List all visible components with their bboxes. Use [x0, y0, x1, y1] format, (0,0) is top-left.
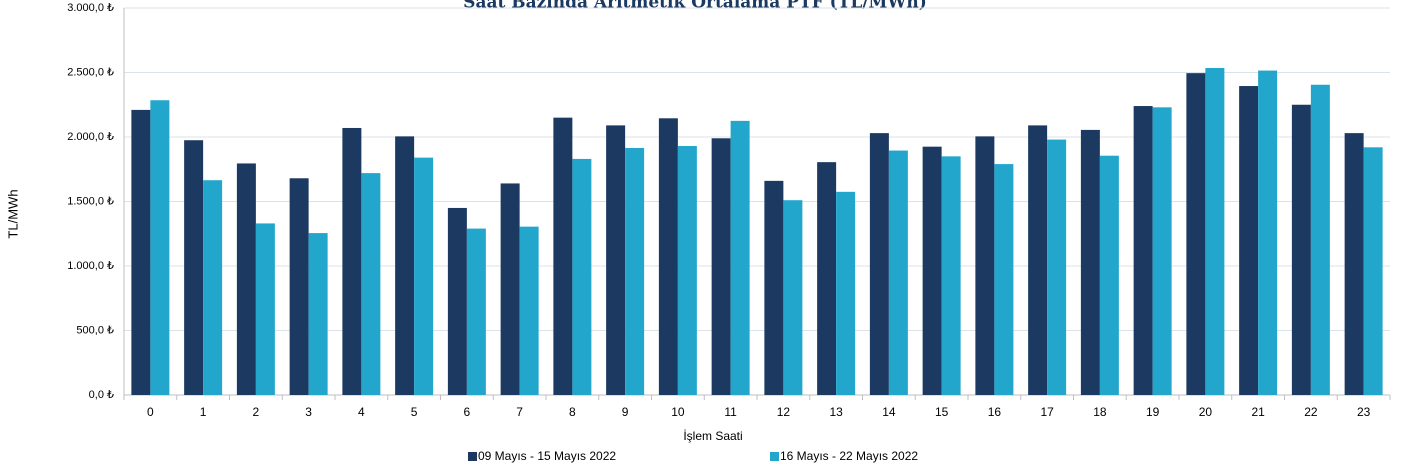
bar: [414, 157, 434, 395]
y-tick-label: 2.000,0 ₺: [67, 131, 114, 143]
bar: [625, 147, 645, 395]
y-tick-label: 2.500,0 ₺: [67, 66, 114, 78]
y-tick-label: 3.000,0 ₺: [67, 2, 114, 14]
y-tick-label: 500,0 ₺: [76, 324, 114, 336]
bar: [255, 223, 275, 395]
bar: [677, 146, 697, 395]
bar: [1239, 86, 1259, 396]
chart-title: Saat Bazında Aritmetik Ortalama PTF (TL/…: [463, 0, 927, 13]
bar: [941, 156, 961, 395]
bar: [361, 173, 381, 395]
bar: [500, 183, 520, 395]
x-tick-label: 16: [988, 405, 1002, 419]
bar: [764, 180, 784, 395]
x-tick-label: 8: [569, 405, 576, 419]
bar: [1310, 84, 1330, 395]
bar: [395, 136, 415, 396]
x-tick-label: 10: [671, 405, 685, 419]
x-tick-label: 21: [1251, 405, 1265, 419]
x-tick-label: 13: [829, 405, 843, 419]
x-tick-label: 19: [1146, 405, 1160, 419]
legend-swatch: [468, 452, 477, 461]
bar: [994, 164, 1014, 395]
x-tick-label: 15: [935, 405, 949, 419]
x-tick-label: 6: [464, 405, 471, 419]
x-tick-label: 1: [200, 405, 207, 419]
bar: [236, 163, 256, 395]
x-tick-label: 23: [1357, 405, 1371, 419]
legend-label: 09 Mayıs - 15 Mayıs 2022: [478, 449, 616, 463]
x-tick-label: 22: [1304, 405, 1318, 419]
bar: [975, 136, 995, 396]
bar: [184, 140, 204, 395]
y-tick-label: 0,0 ₺: [89, 389, 114, 401]
x-tick-label: 7: [516, 405, 523, 419]
x-tick-label: 0: [147, 405, 154, 419]
x-tick-label: 17: [1040, 405, 1054, 419]
bar: [1186, 73, 1206, 396]
bar: [836, 191, 856, 395]
bar: [572, 158, 592, 395]
bar: [888, 150, 908, 395]
x-tick-label: 9: [622, 405, 629, 419]
bar: [817, 162, 837, 395]
legend-label: 16 Mayıs - 22 Mayıs 2022: [780, 449, 918, 463]
x-tick-label: 20: [1199, 405, 1213, 419]
bar: [1258, 70, 1278, 395]
bar: [1080, 129, 1100, 395]
y-tick-label: 1.500,0 ₺: [67, 195, 114, 207]
x-tick-label: 18: [1093, 405, 1107, 419]
bar: [783, 200, 803, 395]
bar: [730, 120, 750, 395]
bar: [519, 226, 539, 395]
x-tick-label: 11: [724, 405, 737, 419]
bar: [308, 233, 328, 395]
x-tick-label: 2: [253, 405, 260, 419]
bar: [606, 125, 626, 395]
bar: [711, 138, 731, 396]
bar: [1344, 133, 1364, 395]
bar: [1152, 107, 1172, 395]
bar: [466, 228, 486, 395]
legend-swatch: [770, 452, 779, 461]
x-tick-label: 12: [777, 405, 791, 419]
bar: [131, 109, 151, 395]
x-tick-label: 4: [358, 405, 365, 419]
bar: [1099, 155, 1119, 395]
bar: [1047, 139, 1067, 395]
bar: [1133, 106, 1153, 395]
bar: [1205, 67, 1225, 396]
x-tick-label: 14: [882, 405, 896, 419]
bar: [869, 133, 889, 395]
x-tick-label: 5: [411, 405, 418, 419]
bar: [150, 100, 170, 396]
bar: [447, 207, 467, 395]
bar: [658, 118, 678, 396]
bar: [1291, 104, 1311, 395]
bar: [922, 146, 942, 395]
x-tick-label: 3: [305, 405, 312, 419]
y-axis-label: TL/MWh: [5, 189, 20, 238]
y-tick-label: 1.000,0 ₺: [67, 260, 114, 272]
bar: [1363, 147, 1383, 395]
bar: [553, 117, 573, 396]
bar: [203, 180, 223, 395]
bar: [342, 127, 362, 395]
bar: [1028, 125, 1048, 395]
bar: [289, 178, 309, 395]
x-axis-label: İşlem Saati: [683, 429, 742, 443]
